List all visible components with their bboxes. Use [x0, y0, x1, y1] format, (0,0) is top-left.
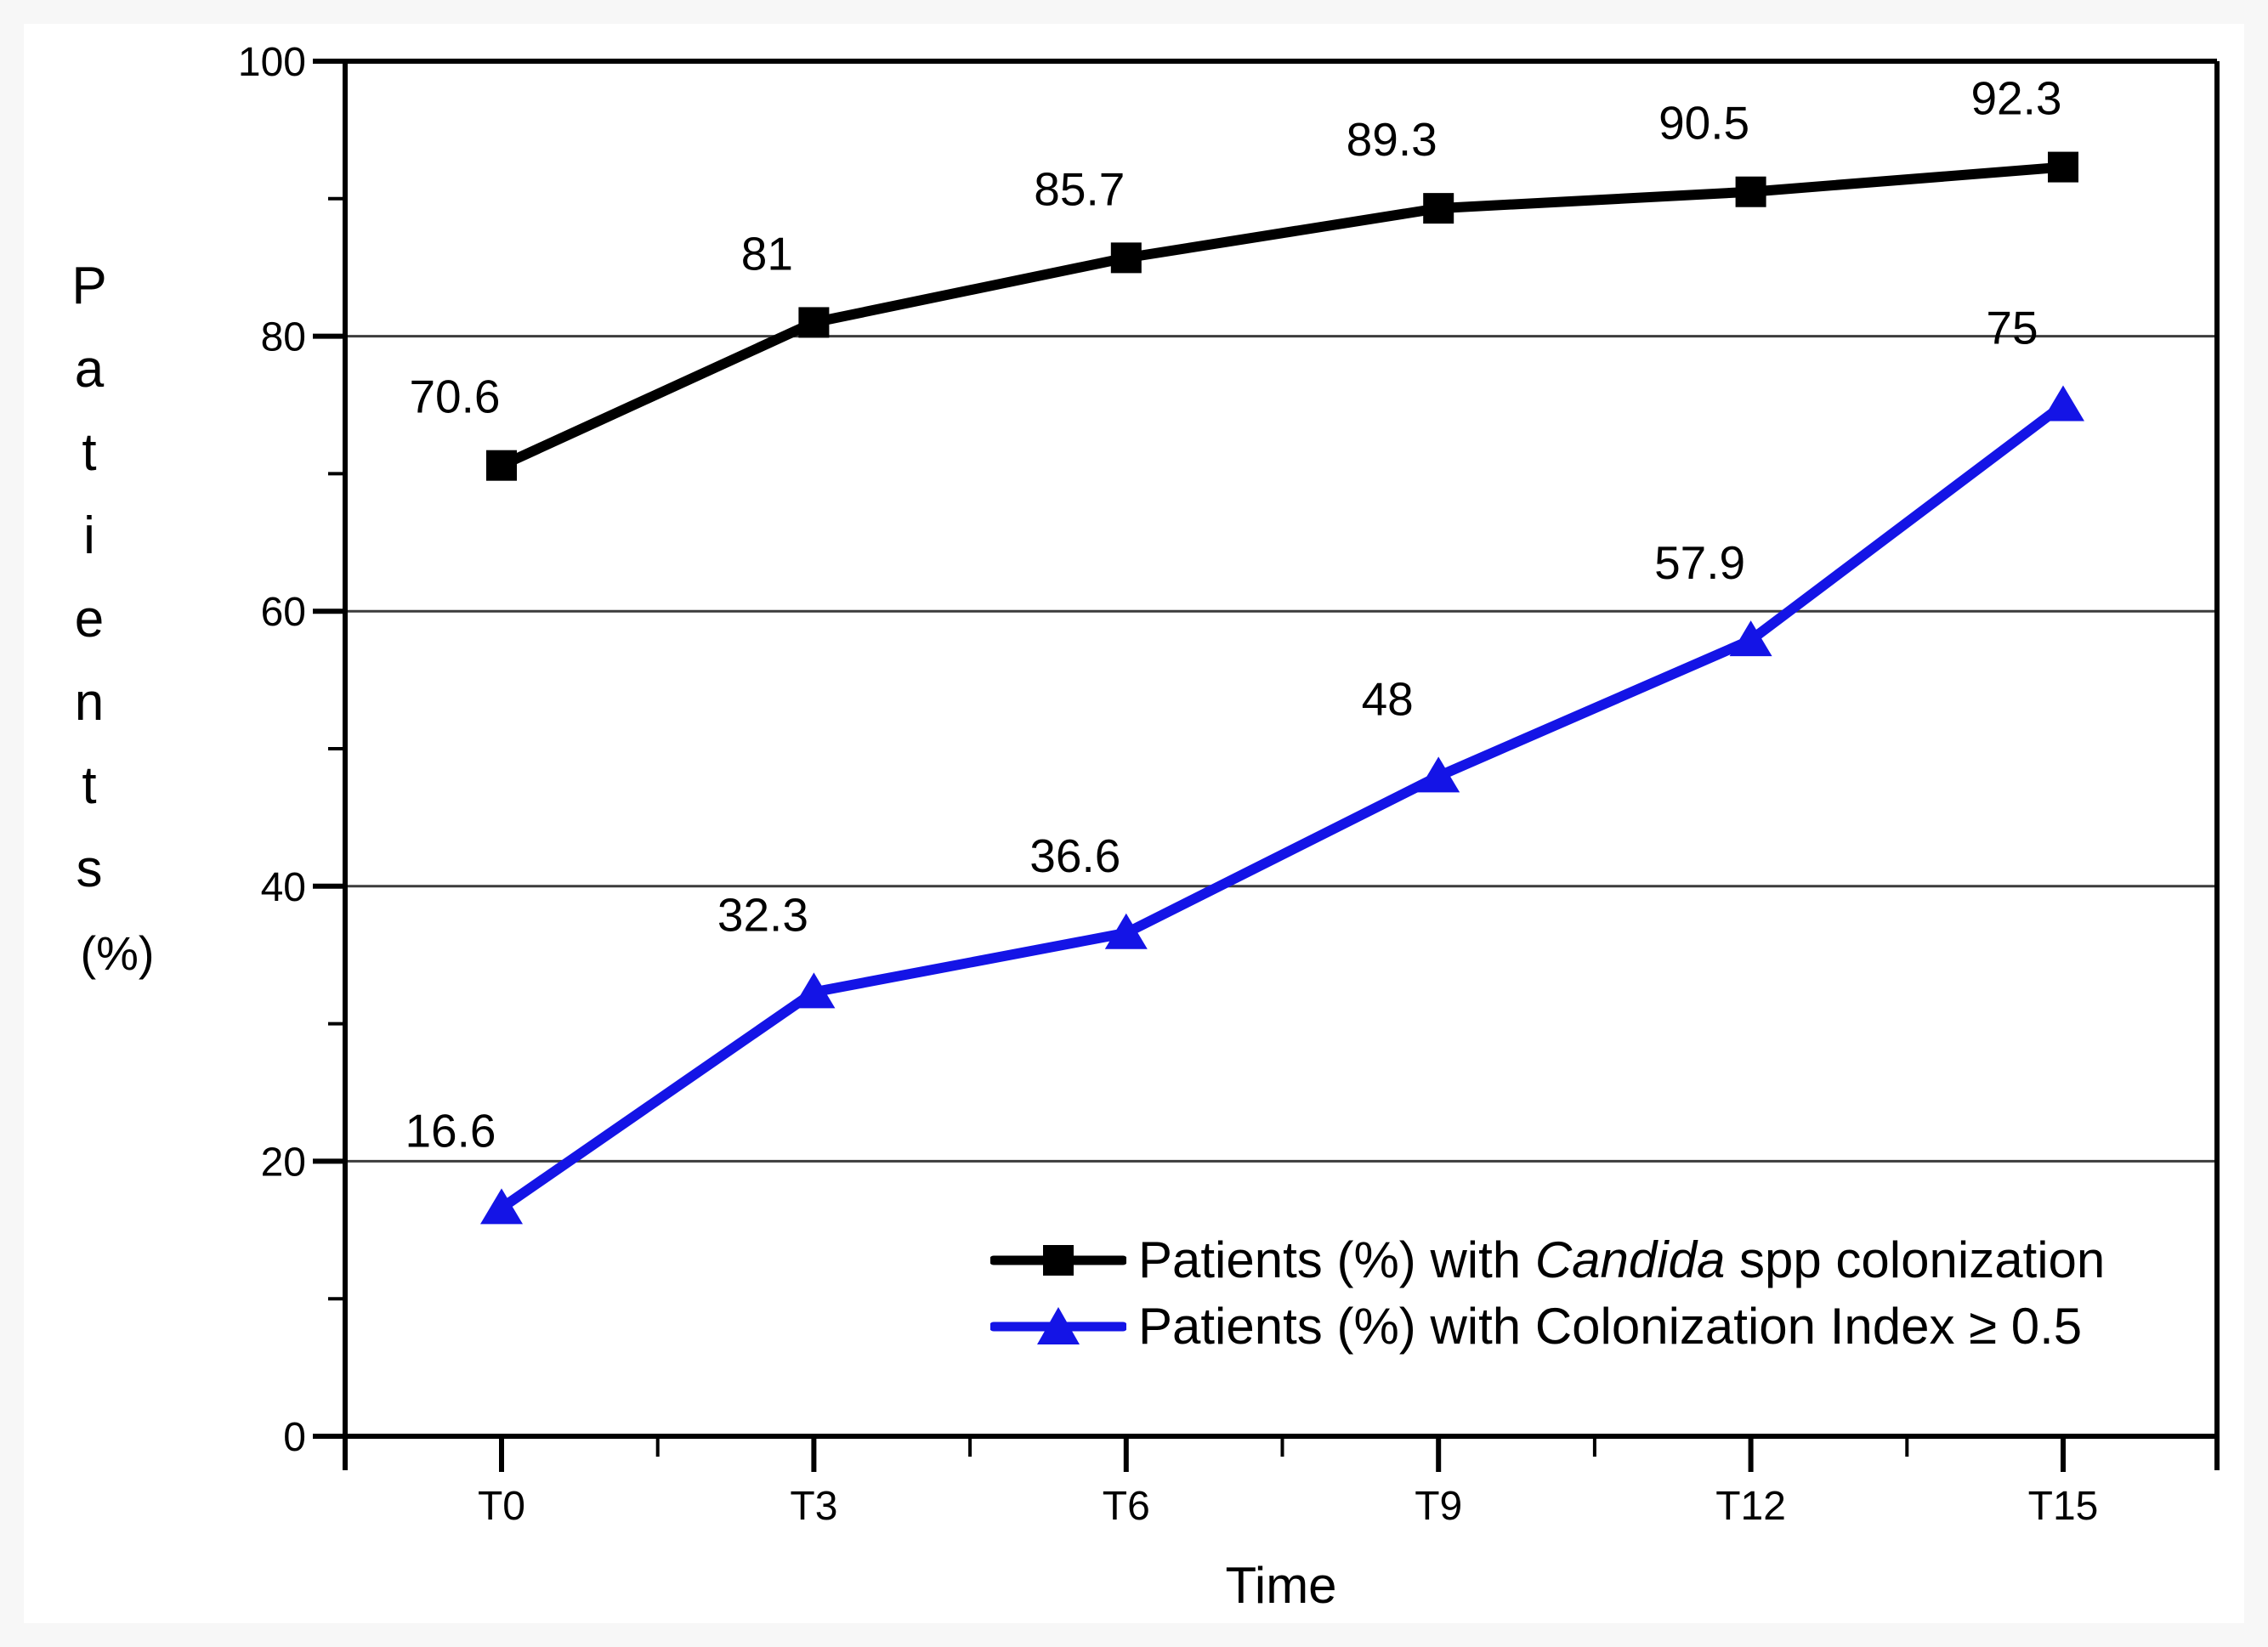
data-label-colonization-index-T9: 48	[1362, 672, 1414, 725]
data-label-candida-T9: 89.3	[1347, 113, 1437, 166]
legend-marker-shape	[1043, 1245, 1074, 1276]
x-tick-label-T15: T15	[2028, 1484, 2099, 1529]
marker-colonization-index-T6	[1104, 913, 1148, 949]
legend-glyph-svg	[989, 1307, 1128, 1344]
legend-item-candida: Patients (%) with Candida spp colonizati…	[989, 1227, 2105, 1293]
y-axis-unit: (%)	[80, 926, 155, 980]
figure-panel	[24, 24, 2244, 1623]
x-tick-label-T0: T0	[478, 1484, 525, 1529]
legend-label-part: Patients (%) with	[1138, 1231, 1535, 1288]
y-axis-title-letter: s	[76, 840, 103, 898]
marker-colonization-index-T12	[1729, 620, 1772, 657]
series-line-colonization-index	[496, 399, 2068, 1214]
data-label-colonization-index-T6: 36.6	[1029, 829, 1120, 882]
legend-glyph-svg	[989, 1245, 1128, 1276]
legend-label-part: ≥	[1969, 1298, 1998, 1355]
y-tick-label-100: 100	[238, 40, 306, 85]
y-axis-title-letter: t	[82, 423, 97, 482]
y-tick-label-80: 80	[261, 315, 306, 360]
legend-label-part: 0.5	[1997, 1298, 2083, 1355]
y-axis-title-letter: t	[82, 756, 97, 815]
data-label-candida-T12: 90.5	[1658, 97, 1749, 150]
y-tick-label-0: 0	[283, 1415, 306, 1460]
data-label-candida-T3: 81	[741, 227, 793, 280]
marker-colonization-index-T3	[792, 972, 836, 1009]
y-axis-title-letter: P	[71, 257, 107, 315]
marker-colonization-index-T15	[2042, 385, 2084, 422]
legend-label-candida: Patients (%) with Candida spp colonizati…	[1138, 1227, 2105, 1293]
y-tick-label-60: 60	[261, 590, 306, 635]
x-tick-label-T6: T6	[1103, 1484, 1150, 1529]
legend-label-part-italic: Candida	[1534, 1231, 1726, 1288]
y-tick-label-40: 40	[261, 865, 306, 910]
legend-marker-square-icon	[989, 1227, 1128, 1293]
y-axis-title-letter: n	[74, 673, 105, 732]
series-line-candida	[496, 161, 2068, 471]
marker-candida-T15	[2048, 151, 2078, 183]
marker-candida-T0	[486, 450, 517, 481]
marker-candida-T3	[798, 307, 830, 338]
y-axis-title-letter: i	[83, 507, 95, 565]
legend-label-colonization-index: Patients (%) with Colonization Index ≥ 0…	[1138, 1293, 2082, 1360]
x-tick-label-T3: T3	[790, 1484, 837, 1529]
data-label-colonization-index-T3: 32.3	[717, 888, 808, 941]
data-label-candida-T0: 70.6	[409, 371, 500, 423]
data-label-candida-T6: 85.7	[1034, 162, 1125, 215]
marker-candida-T12	[1735, 176, 1766, 207]
marker-colonization-index-T9	[1417, 756, 1460, 793]
marker-candida-T6	[1110, 242, 1142, 274]
marker-colonization-index-T0	[480, 1188, 523, 1225]
data-label-colonization-index-T15: 75	[1986, 302, 2038, 354]
legend-label-part: spp colonization	[1725, 1231, 2106, 1288]
legend-label-part: Patients (%) with Colonization Index	[1138, 1298, 1970, 1355]
y-axis-title-letter: a	[74, 340, 105, 399]
y-tick-label-20: 20	[261, 1140, 306, 1185]
x-tick-label-T9: T9	[1415, 1484, 1462, 1529]
x-tick-label-T12: T12	[1715, 1484, 1786, 1529]
data-label-colonization-index-T0: 16.6	[405, 1104, 496, 1157]
marker-candida-T9	[1423, 193, 1454, 224]
data-label-candida-T15: 92.3	[1970, 72, 2061, 125]
x-axis-title: Time	[1225, 1557, 1337, 1614]
legend-item-colonization-index: Patients (%) with Colonization Index ≥ 0…	[989, 1293, 2105, 1360]
legend-marker-triangle-icon	[989, 1293, 1128, 1360]
data-label-colonization-index-T12: 57.9	[1654, 536, 1745, 589]
legend-marker-shape	[1037, 1307, 1080, 1344]
legend: Patients (%) with Candida spp colonizati…	[989, 1227, 2105, 1360]
y-axis-title-letter: e	[74, 590, 105, 648]
